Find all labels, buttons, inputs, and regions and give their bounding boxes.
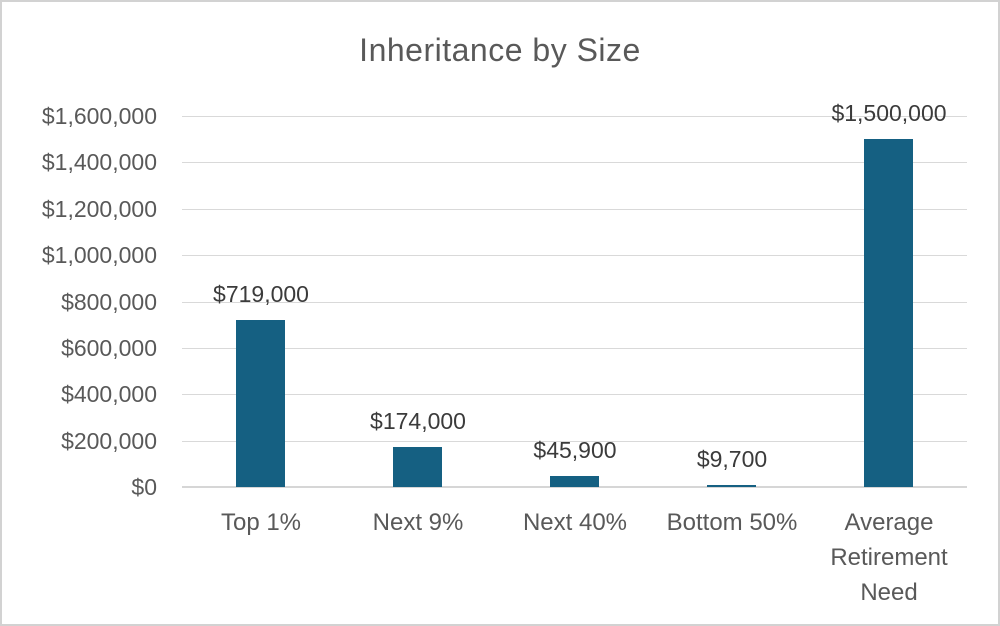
y-tick-label: $1,400,000 bbox=[41, 149, 157, 175]
bar-data-label: $174,000 bbox=[370, 408, 466, 434]
bar-data-label: $719,000 bbox=[213, 281, 309, 307]
gridline bbox=[182, 441, 967, 442]
x-category-label: Bottom 50% bbox=[666, 509, 798, 536]
x-category-label: Next 9% bbox=[372, 509, 464, 536]
gridline bbox=[182, 348, 967, 349]
gridline bbox=[182, 162, 967, 163]
gridline bbox=[182, 302, 967, 303]
bar-data-label: $45,900 bbox=[533, 437, 617, 463]
bar bbox=[707, 485, 756, 487]
chart-title: Inheritance by Size bbox=[359, 32, 641, 68]
bar bbox=[550, 476, 599, 487]
x-category-label: Next 40% bbox=[522, 509, 628, 536]
bar-data-label: $1,500,000 bbox=[831, 100, 947, 126]
bar-data-label: $9,700 bbox=[696, 446, 768, 472]
x-axis-line bbox=[182, 486, 967, 488]
bar bbox=[236, 320, 285, 487]
gridline bbox=[182, 255, 967, 256]
bar bbox=[393, 447, 442, 487]
y-tick-label: $200,000 bbox=[61, 428, 157, 454]
y-tick-label: $800,000 bbox=[61, 289, 157, 315]
y-tick-label: $1,000,000 bbox=[41, 242, 157, 268]
y-tick-label: $0 bbox=[131, 474, 157, 500]
gridline bbox=[182, 394, 967, 395]
y-tick-label: $1,200,000 bbox=[41, 196, 157, 222]
gridline bbox=[182, 209, 967, 210]
x-category-label: Average Retirement Need bbox=[830, 509, 948, 606]
y-tick-label: $400,000 bbox=[61, 381, 157, 407]
y-tick-label: $1,600,000 bbox=[41, 103, 157, 129]
x-category-label: Top 1% bbox=[220, 509, 302, 536]
bar bbox=[864, 139, 913, 487]
y-tick-label: $600,000 bbox=[61, 335, 157, 361]
gridline bbox=[182, 116, 967, 117]
